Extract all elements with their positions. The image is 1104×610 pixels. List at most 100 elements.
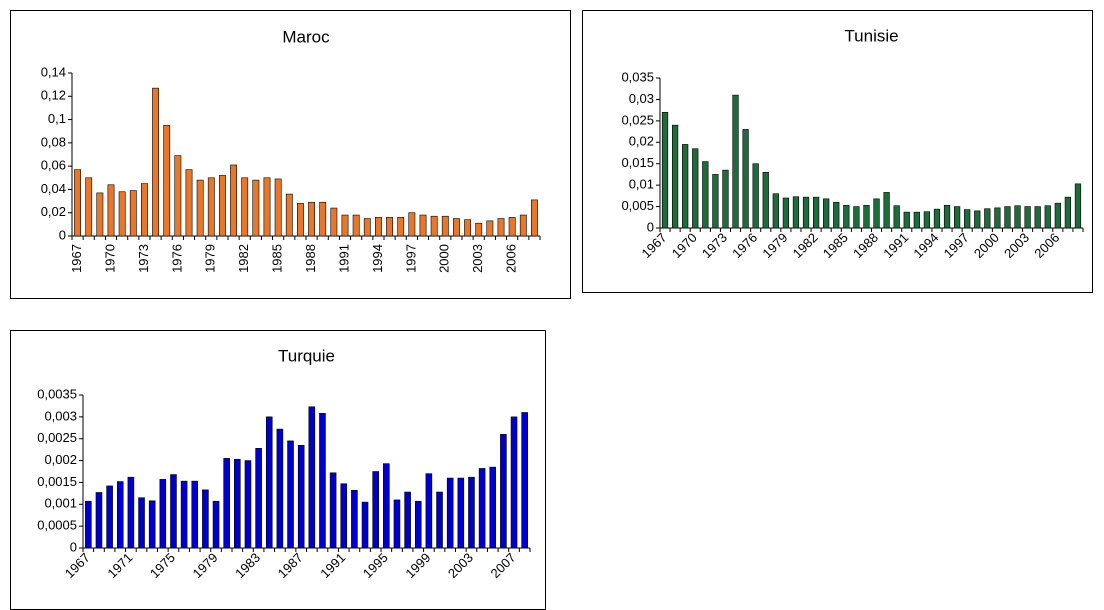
y-tick-label: 0,0015: [37, 474, 77, 489]
bar: [497, 218, 505, 237]
bar: [330, 207, 338, 237]
bar: [893, 205, 900, 229]
chart-title: Tunisie: [844, 26, 898, 45]
bar: [297, 203, 304, 237]
bar: [661, 111, 669, 229]
bar: [964, 209, 971, 229]
bar: [223, 458, 230, 549]
y-tick-label: 0,04: [41, 181, 66, 196]
bar: [903, 211, 910, 229]
bar: [943, 204, 951, 229]
y-tick-label: 0,001: [44, 496, 77, 511]
x-tick-label: 1985: [270, 244, 285, 273]
bar: [802, 196, 810, 229]
bar: [1044, 205, 1051, 229]
bar: [414, 500, 422, 549]
bar: [853, 206, 860, 229]
bar: [682, 144, 689, 229]
y-tick-label: 0,0035: [37, 386, 77, 401]
bar: [1004, 206, 1011, 229]
bar: [141, 183, 148, 237]
bar: [994, 207, 1001, 229]
bar: [138, 497, 145, 549]
bar: [671, 124, 679, 229]
bar: [812, 196, 820, 229]
x-tick-label: 1991: [336, 244, 351, 273]
bar: [106, 485, 113, 549]
y-tick-label: 0,025: [621, 112, 654, 127]
bar: [148, 500, 156, 549]
chart-panel: [10, 10, 571, 299]
bar: [74, 169, 81, 237]
bar: [285, 193, 293, 237]
bar: [974, 210, 981, 229]
y-tick-label: 0,035: [621, 69, 654, 84]
bar: [363, 218, 371, 237]
bar: [531, 199, 538, 237]
bar: [478, 468, 486, 549]
y-tick-label: 0: [70, 539, 77, 554]
bar: [244, 460, 252, 549]
x-tick-label: 1979: [203, 244, 218, 273]
bar: [340, 483, 348, 549]
bar: [408, 212, 416, 237]
bar: [196, 179, 204, 237]
bar: [823, 198, 830, 229]
bar: [486, 220, 494, 237]
bar: [833, 201, 840, 229]
bar: [207, 177, 215, 237]
bar: [446, 477, 454, 549]
bar: [953, 206, 961, 229]
x-tick-label: 1976: [169, 244, 184, 273]
y-tick-label: 0: [647, 219, 654, 234]
y-tick-label: 0,1: [48, 111, 66, 126]
bar: [170, 474, 177, 549]
bar: [351, 489, 358, 549]
y-tick-label: 0,02: [41, 204, 66, 219]
bar: [241, 177, 249, 237]
y-tick-label: 0,06: [41, 158, 66, 173]
bar: [95, 492, 103, 549]
bar: [383, 463, 390, 549]
bar: [297, 444, 305, 549]
bar: [329, 472, 337, 549]
bar: [863, 204, 870, 229]
bar: [361, 501, 369, 549]
bar: [234, 458, 241, 549]
bar: [397, 217, 405, 237]
bar: [96, 192, 104, 237]
bar: [352, 214, 360, 237]
bar: [287, 440, 294, 549]
bar: [873, 198, 880, 229]
bar: [1014, 205, 1021, 229]
y-tick-label: 0,01: [629, 177, 654, 192]
bar: [1054, 202, 1061, 229]
bar: [752, 163, 759, 229]
bar: [722, 169, 729, 229]
bar: [933, 208, 941, 229]
y-tick-label: 0: [59, 227, 66, 242]
bar: [116, 481, 124, 549]
y-tick-label: 0,005: [621, 198, 654, 213]
bar: [425, 473, 433, 549]
bar: [475, 222, 483, 237]
bar: [375, 217, 382, 237]
y-tick-label: 0,015: [621, 155, 654, 170]
bar: [308, 406, 316, 549]
y-tick-label: 0,14: [41, 64, 66, 79]
bar: [1034, 206, 1041, 229]
bar: [159, 479, 167, 549]
bar: [436, 491, 443, 549]
bar: [255, 448, 262, 549]
chart-title: Maroc: [282, 27, 330, 46]
bar: [453, 218, 460, 237]
bar: [180, 480, 188, 549]
chart-title: Turquie: [278, 346, 335, 365]
bar: [792, 196, 800, 229]
bar: [163, 125, 171, 237]
x-tick-label: 1973: [136, 244, 151, 273]
bar: [464, 219, 471, 237]
bar: [212, 500, 220, 549]
bar: [127, 476, 135, 549]
bar: [508, 217, 516, 237]
